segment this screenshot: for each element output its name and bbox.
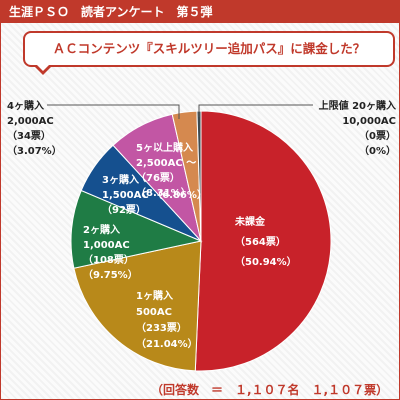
slice-label-4ヶ購入: 2,000AC: [7, 116, 54, 127]
slice-label-1ヶ購入: 1ヶ購入: [136, 289, 173, 302]
slice-label-4ヶ購入: 4ヶ購入: [7, 99, 44, 112]
question-text: ＡＣコンテンツ『スキルツリー追加パス』に課金した？: [52, 41, 366, 56]
page-title: 生涯ＰＳＯ 読者アンケート 第５弾: [1, 1, 399, 23]
pie-slice-1ヶ購入: [73, 240, 202, 372]
slice-label-上限値20ヶ購入: 上限値 20ヶ購入: [319, 99, 396, 112]
slice-label-1ヶ購入: 500AC: [136, 307, 172, 318]
slice-label-未課金: 未課金: [234, 215, 266, 228]
slice-label-5ヶ以上購入: 5ヶ以上購入: [136, 141, 193, 154]
respondent-total: （回答数 ＝ １,１０７名 １,１０７票）: [151, 383, 389, 397]
slice-label-1ヶ購入: （21.04%）: [136, 337, 198, 350]
slice-label-4ヶ購入: （3.07%）: [7, 144, 62, 157]
leader-line-上限値20ヶ購入: [198, 104, 313, 117]
slice-label-未課金: （50.94%）: [235, 255, 297, 268]
slice-label-2ヶ購入: （108票）: [83, 253, 134, 266]
slice-label-2ヶ購入: 2ヶ購入: [83, 223, 120, 236]
slice-label-5ヶ以上購入: （76票）: [136, 171, 180, 184]
slice-label-未課金: （564票）: [235, 235, 286, 248]
slice-label-2ヶ購入: 1,000AC: [83, 240, 130, 251]
slice-label-上限値20ヶ購入: （0票）: [359, 129, 396, 142]
question-bubble: ＡＣコンテンツ『スキルツリー追加パス』に課金した？: [23, 31, 395, 67]
slice-label-2ヶ購入: （9.75%）: [83, 268, 138, 281]
pie-slice-2ヶ購入: [70, 189, 203, 269]
slice-label-3ヶ購入: （92票）: [102, 203, 146, 216]
slice-label-3ヶ購入: 3ヶ購入: [102, 173, 139, 186]
slice-label-1ヶ購入: （233票）: [136, 321, 187, 334]
pie-slice-未課金: [194, 110, 332, 372]
slice-label-4ヶ購入: （34票）: [7, 129, 51, 142]
leader-line-4ヶ購入: [47, 104, 180, 119]
slice-label-5ヶ以上購入: 2,500AC ～: [136, 158, 196, 169]
slice-label-上限値20ヶ購入: 10,000AC: [342, 116, 396, 127]
bubble-tail-inner: [36, 64, 50, 71]
slice-label-3ヶ購入: 1,500AC （6.86%）: [102, 188, 207, 201]
slice-label-上限値20ヶ購入: （0%）: [359, 144, 396, 157]
slice-label-5ヶ以上購入: （8.31%）: [136, 186, 191, 199]
